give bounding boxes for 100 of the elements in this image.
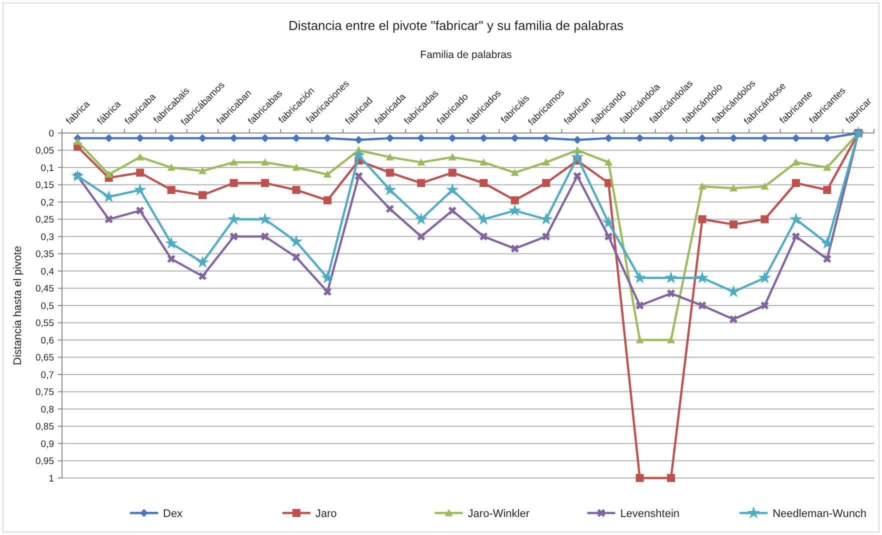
legend-label: Jaro (315, 508, 337, 520)
y-tick-label: 0,3 (40, 232, 54, 243)
point (292, 164, 300, 171)
point (636, 336, 644, 344)
legend-label: Jaro-Winkler (468, 508, 530, 520)
point (573, 136, 582, 144)
point (698, 182, 706, 190)
y-tick-label: 0,45 (36, 284, 54, 295)
point (698, 215, 706, 224)
y-tick-label: 0,75 (36, 387, 54, 398)
y-tick-label: 0 (48, 128, 54, 140)
point (386, 134, 394, 142)
point (323, 134, 332, 142)
point (542, 232, 550, 240)
point (852, 126, 865, 138)
point (760, 215, 769, 224)
point (323, 196, 332, 204)
point (102, 190, 116, 202)
point (480, 179, 488, 188)
point (633, 271, 646, 284)
point (198, 134, 207, 142)
point (198, 272, 207, 280)
point (604, 134, 613, 142)
point (261, 232, 269, 240)
point (323, 288, 332, 296)
point (417, 232, 426, 240)
point (386, 153, 394, 160)
legend-label: Dex (163, 508, 184, 520)
point (136, 168, 144, 177)
point (792, 134, 800, 142)
point (104, 170, 113, 178)
x-axis-title: Familia de palabras (420, 49, 512, 61)
point (758, 271, 772, 284)
point (510, 244, 519, 253)
point (448, 134, 456, 142)
y-tick-label: 0,55 (36, 318, 54, 330)
y-tick-label: 0,6 (40, 335, 54, 346)
point (792, 179, 800, 188)
point (542, 134, 550, 142)
point (167, 254, 176, 263)
point (729, 134, 738, 142)
point (292, 186, 300, 194)
point (414, 212, 428, 225)
point (227, 212, 240, 225)
point (508, 204, 522, 216)
point (261, 134, 269, 142)
point (760, 134, 769, 142)
point (760, 302, 769, 310)
point (104, 134, 113, 142)
point (820, 236, 834, 249)
point (667, 289, 675, 298)
point (321, 271, 334, 284)
point (823, 164, 832, 171)
y-tick-label: 0,5 (40, 300, 54, 312)
point (386, 204, 394, 213)
point (74, 138, 82, 145)
point (542, 158, 550, 166)
point (384, 183, 396, 196)
point (167, 164, 176, 171)
point (446, 183, 459, 196)
point (354, 172, 363, 180)
point (136, 206, 144, 215)
y-tick-label: 0,65 (36, 352, 54, 364)
legend-label: Levenshtein (620, 508, 680, 520)
point (134, 183, 146, 196)
point (573, 172, 582, 180)
point (261, 179, 269, 188)
point (352, 148, 366, 161)
point (448, 153, 456, 160)
point (417, 179, 426, 188)
point (573, 146, 582, 154)
point (570, 150, 584, 163)
point (823, 134, 832, 142)
point (354, 136, 363, 144)
point (510, 168, 519, 176)
y-tick-label: 0,15 (36, 180, 54, 192)
y-tick-label: 0,1 (40, 162, 54, 174)
point (136, 134, 144, 142)
point (727, 285, 740, 298)
point (292, 253, 300, 262)
point (664, 271, 678, 284)
point (261, 158, 269, 166)
point (510, 134, 519, 142)
point (698, 134, 706, 142)
point (729, 184, 738, 192)
point (667, 336, 675, 344)
point (667, 134, 675, 142)
point (104, 215, 113, 224)
point (136, 153, 144, 160)
point (636, 134, 644, 142)
point (198, 191, 207, 200)
point (417, 158, 426, 166)
y-tick-label: 0,95 (36, 456, 54, 468)
y-axis-title: Distancia hasta el pivote (12, 246, 24, 366)
point (823, 254, 832, 263)
point (636, 474, 644, 482)
point (230, 134, 238, 142)
point (292, 134, 300, 142)
point (760, 182, 769, 190)
point (258, 212, 272, 225)
